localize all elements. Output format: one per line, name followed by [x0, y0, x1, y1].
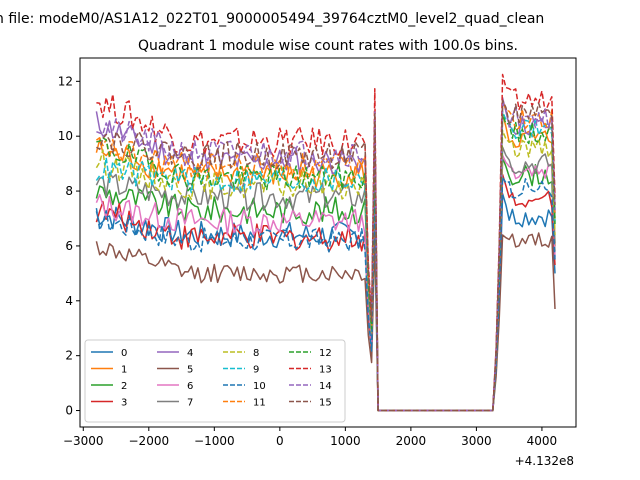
x-tick-label: 3000 — [461, 434, 492, 448]
legend-label-0: 0 — [121, 348, 127, 359]
figure-suptitle: n file: modeM0/AS1A12_022T01_9000005494_… — [0, 11, 544, 27]
y-tick-label: 6 — [65, 239, 73, 253]
x-tick-label: 0 — [276, 434, 284, 448]
legend-label-13: 13 — [319, 365, 332, 376]
legend-label-15: 15 — [319, 398, 332, 409]
x-tick-label: 2000 — [396, 434, 427, 448]
y-tick-label: 8 — [65, 184, 73, 198]
x-tick-label: 1000 — [330, 434, 361, 448]
legend-label-1: 1 — [121, 365, 127, 376]
x-axis: −3000 −2000 −1000 0 1000 2000 3000 4000 — [63, 427, 557, 448]
axes-frame — [79, 57, 577, 428]
legend-label-14: 14 — [319, 381, 332, 392]
legend-label-8: 8 — [253, 348, 259, 359]
legend-label-4: 4 — [187, 348, 193, 359]
series-line-13 — [96, 73, 556, 412]
legend-label-3: 3 — [121, 398, 127, 409]
y-tick-label: 10 — [58, 129, 73, 143]
series-line-15 — [95, 99, 556, 412]
chart-title: Quadrant 1 module wise count rates with … — [138, 38, 518, 54]
legend-box — [84, 339, 346, 423]
legend-label-5: 5 — [187, 365, 193, 376]
legend-label-11: 11 — [253, 398, 266, 409]
x-tick-label: 4000 — [527, 434, 558, 448]
y-tick-label: 12 — [58, 74, 73, 88]
legend-label-2: 2 — [121, 381, 127, 392]
y-tick-label: 2 — [65, 349, 73, 363]
legend-label-12: 12 — [319, 348, 332, 359]
y-tick-label: 0 — [65, 404, 73, 418]
x-tick-label: −1000 — [194, 434, 235, 448]
series-line-9 — [95, 110, 556, 412]
legend-label-9: 9 — [253, 365, 259, 376]
x-tick-label: −3000 — [63, 434, 104, 448]
y-tick-label: 4 — [65, 294, 73, 308]
legend-label-10: 10 — [253, 381, 266, 392]
y-axis: 0 2 4 6 8 10 12 — [58, 74, 80, 418]
legend-label-6: 6 — [187, 381, 193, 392]
x-axis-offset-label: +4.132e8 — [515, 454, 574, 468]
x-tick-label: −2000 — [129, 434, 170, 448]
series-layer — [95, 73, 556, 412]
legend-label-7: 7 — [187, 398, 193, 409]
